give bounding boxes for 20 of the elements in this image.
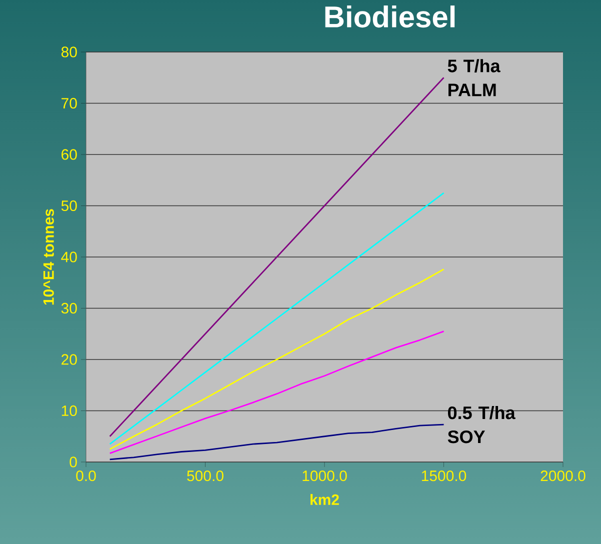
y-tick-label: 30 bbox=[61, 302, 77, 314]
x-tick-label: 1500.0 bbox=[422, 470, 466, 482]
y-tick-label: 60 bbox=[62, 149, 77, 160]
x-tick-label: 0.0 bbox=[76, 470, 96, 482]
annotation: 5 T/ha PALM bbox=[448, 59, 500, 96]
y-tick-label: 50 bbox=[61, 200, 77, 212]
y-tick-label: 70 bbox=[62, 98, 77, 109]
x-tick-label: 1000.0 bbox=[302, 470, 347, 482]
line-series bbox=[109, 268, 444, 450]
y-tick-label: 80 bbox=[61, 46, 77, 58]
x-axis-title: km2 bbox=[310, 494, 339, 505]
x-tick-label: 500.0 bbox=[187, 470, 224, 482]
y-tick-label: 40 bbox=[61, 252, 77, 262]
x-tick-label: 2000.0 bbox=[540, 470, 586, 482]
y-tick-label: 10 bbox=[62, 405, 77, 416]
y-tick-label: 20 bbox=[62, 354, 77, 365]
y-axis-title: 10^E4 tonnes bbox=[43, 209, 54, 305]
y-tick-label: 0 bbox=[70, 456, 77, 468]
chart-title: Biodiesel bbox=[325, 6, 455, 28]
line-series bbox=[109, 76, 444, 438]
